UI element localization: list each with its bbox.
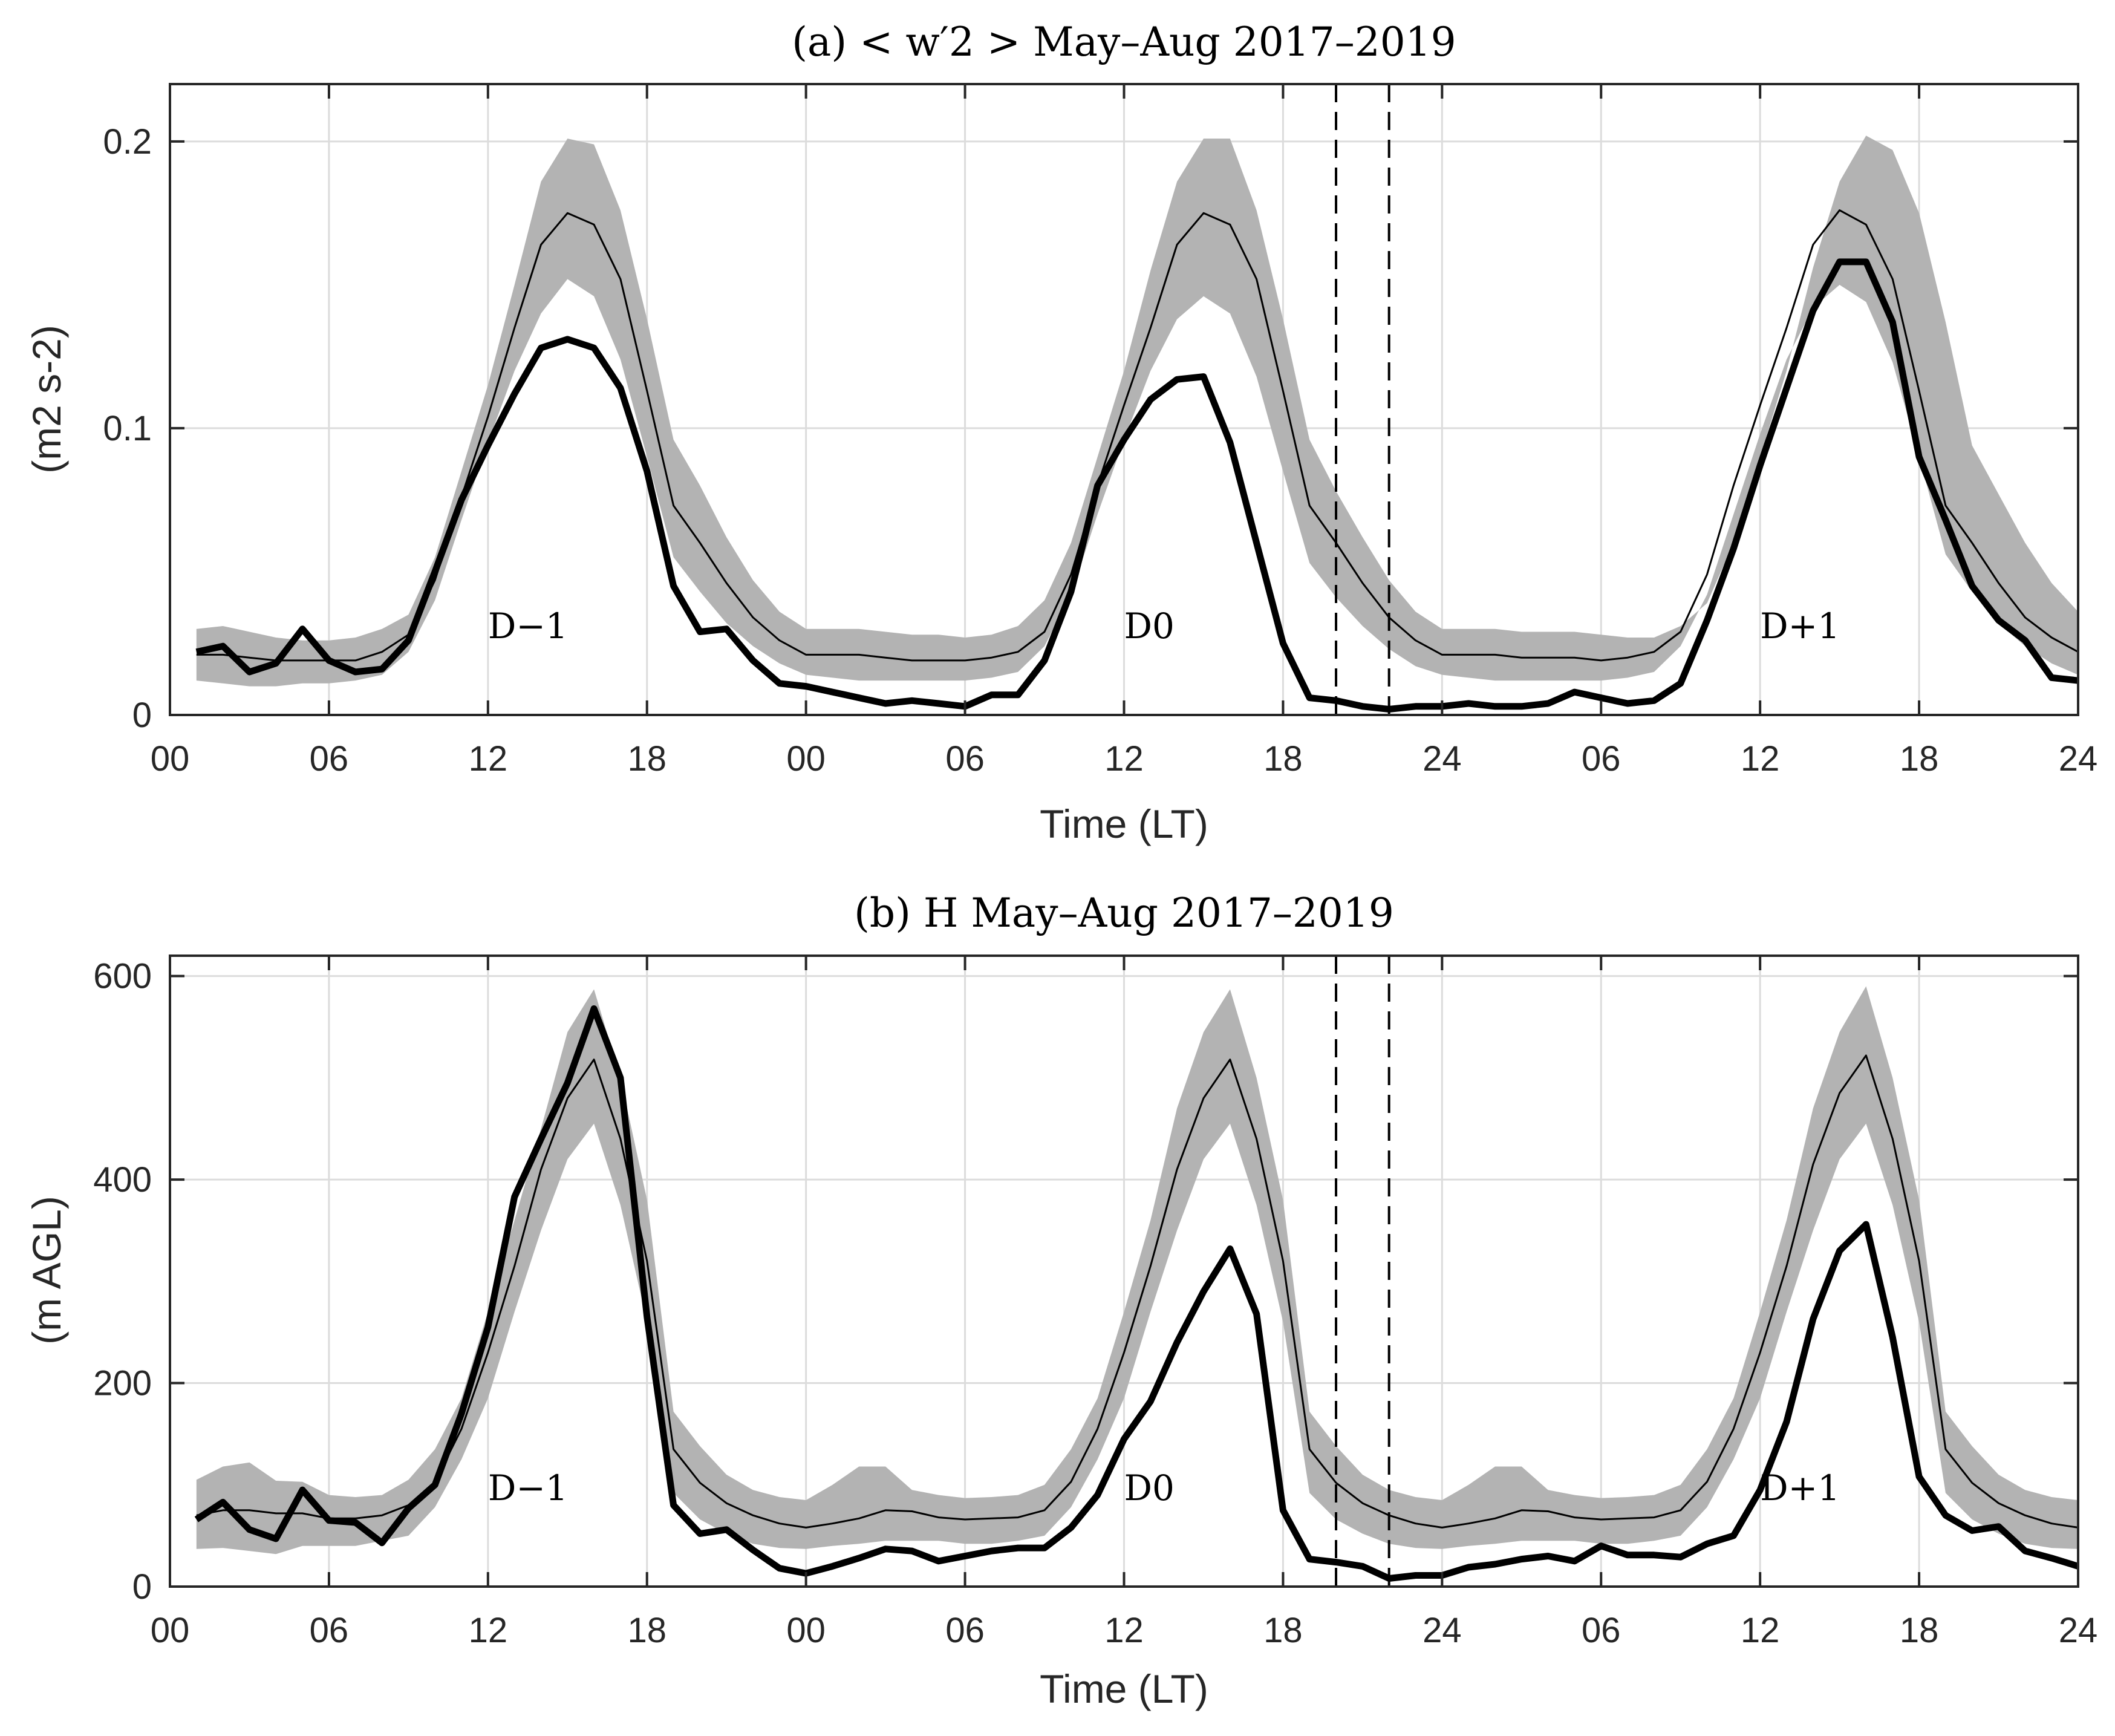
y-axis-label: (m2 s-2) <box>24 325 69 474</box>
day-label: D0 <box>1124 1467 1175 1509</box>
x-tick-label: 06 <box>1582 739 1621 778</box>
x-tick-label: 18 <box>1900 1611 1939 1650</box>
x-tick-label: 06 <box>945 739 985 778</box>
chart-title: (b) H May–Aug 2017–2019 <box>854 890 1394 936</box>
panel-b: 00 06 12 18 00 06 12 18 24 06 12 18 24 0 200 400 600 D−1 D… <box>24 890 2097 1711</box>
x-tick-label: 18 <box>1263 739 1303 778</box>
chart-title: (a) < w′2 > May–Aug 2017–2019 <box>792 19 1456 65</box>
x-tick-label: 00 <box>786 739 826 778</box>
x-tick-label: 12 <box>1741 1611 1780 1650</box>
climatology-band <box>196 986 2078 1555</box>
y-tick-label: 600 <box>93 957 152 996</box>
x-tick-label: 06 <box>310 1611 349 1650</box>
day-label: D+1 <box>1760 605 1840 647</box>
panel-a: 00 06 12 18 00 06 12 18 24 06 12 18 24 0 0.1 0.2 D−1 D0 D+… <box>24 19 2097 846</box>
x-tick-label: 18 <box>1900 739 1939 778</box>
y-tick-label: 0.1 <box>103 409 152 448</box>
y-tick-label: 0 <box>132 696 152 735</box>
y-tick-label: 400 <box>93 1160 152 1199</box>
x-tick-label: 12 <box>1104 1611 1144 1650</box>
x-tick-label: 12 <box>469 739 508 778</box>
x-axis-label: Time (LT) <box>1040 801 1208 846</box>
day-label: D0 <box>1124 605 1175 647</box>
x-axis-label: Time (LT) <box>1040 1666 1208 1711</box>
event-line <box>194 1005 2079 1582</box>
event-line <box>195 258 2079 713</box>
x-tick-label: 00 <box>151 1611 190 1650</box>
x-tick-label: 18 <box>627 739 666 778</box>
climatology-mean-line <box>196 209 2079 662</box>
x-tick-label: 12 <box>469 1611 508 1650</box>
x-tick-label: 00 <box>786 1611 826 1650</box>
x-tick-label: 12 <box>1104 739 1144 778</box>
y-tick-label: 0.2 <box>103 122 152 162</box>
x-tick-label: 00 <box>151 739 190 778</box>
day-label: D−1 <box>488 605 568 647</box>
x-tick-label: 12 <box>1741 739 1780 778</box>
x-tick-label: 06 <box>1582 1611 1621 1650</box>
day-label: D−1 <box>488 1467 568 1509</box>
y-axis-label: (m AGL) <box>24 1196 69 1345</box>
x-tick-label: 18 <box>1263 1611 1303 1650</box>
climatology-band <box>196 135 2078 687</box>
y-tick-label: 0 <box>132 1567 152 1607</box>
y-tick-label: 200 <box>93 1364 152 1403</box>
x-tick-label: 24 <box>2059 739 2098 778</box>
x-tick-label: 18 <box>627 1611 666 1650</box>
x-tick-label: 06 <box>945 1611 985 1650</box>
climatology-mean-line <box>196 1054 2079 1529</box>
day-label: D+1 <box>1760 1467 1840 1509</box>
x-tick-label: 24 <box>1422 739 1462 778</box>
x-tick-label: 24 <box>2059 1611 2098 1650</box>
x-tick-label: 24 <box>1422 1611 1462 1650</box>
x-tick-label: 06 <box>310 739 349 778</box>
